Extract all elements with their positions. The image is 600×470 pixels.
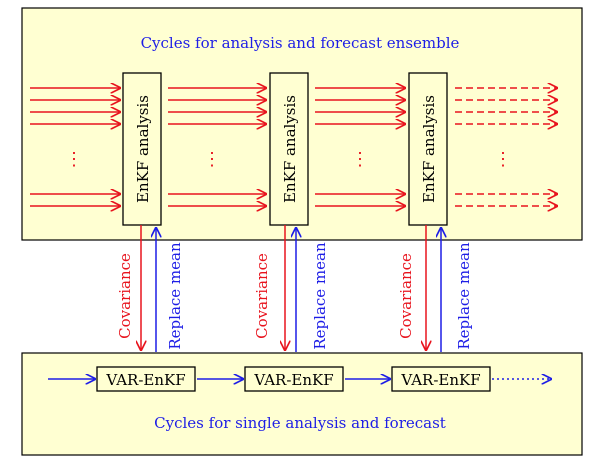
var-enkf-box-2: VAR-EnKF bbox=[244, 366, 344, 392]
var-enkf-box-1: VAR-EnKF bbox=[96, 366, 196, 392]
var-enkf-box-3: VAR-EnKF bbox=[391, 366, 491, 392]
ensemble-member-ellipses: ⋮ ⋮ ⋮ ⋮ bbox=[65, 149, 512, 170]
panel-connectors bbox=[141, 225, 441, 352]
var-enkf-label-2: VAR-EnKF bbox=[253, 371, 333, 389]
replace-mean-label-3: Replace mean bbox=[455, 242, 473, 350]
enkf-analysis-box-3: EnKF analysis bbox=[408, 72, 448, 226]
ellipsis-2: ⋮ bbox=[203, 149, 221, 170]
bottom-panel-title: Cycles for single analysis and forecast bbox=[154, 414, 446, 432]
enkf-analysis-box-1: EnKF analysis bbox=[122, 72, 162, 226]
var-enkf-label-3: VAR-EnKF bbox=[400, 371, 480, 389]
enkf-analysis-box-2: EnKF analysis bbox=[269, 72, 309, 226]
covariance-label-3: Covariance bbox=[397, 253, 415, 339]
replace-mean-label-1: Replace mean bbox=[166, 242, 184, 350]
ellipsis-4: ⋮ bbox=[494, 149, 512, 170]
covariance-label-1: Covariance bbox=[116, 253, 134, 339]
ensemble-forecast-arrows bbox=[30, 88, 557, 206]
ellipsis-3: ⋮ bbox=[351, 149, 369, 170]
enkf-analysis-label-1: EnKF analysis bbox=[134, 95, 152, 203]
var-enkf-label-1: VAR-EnKF bbox=[105, 371, 185, 389]
enkf-analysis-label-3: EnKF analysis bbox=[420, 95, 438, 203]
covariance-label-2: Covariance bbox=[253, 253, 271, 339]
top-panel-title: Cycles for analysis and forecast ensembl… bbox=[141, 34, 460, 52]
replace-mean-label-2: Replace mean bbox=[311, 242, 329, 350]
enkf-analysis-label-2: EnKF analysis bbox=[281, 95, 299, 203]
ellipsis-1: ⋮ bbox=[65, 149, 83, 170]
